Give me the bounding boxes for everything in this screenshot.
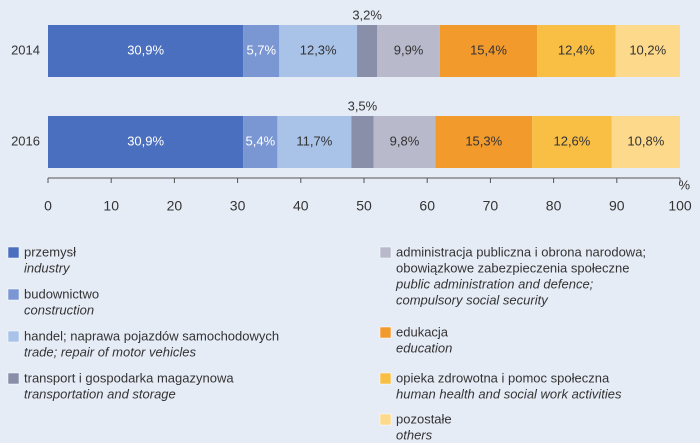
x-tick-label: 20 (167, 198, 183, 214)
bar-segment (615, 25, 680, 77)
x-tick-label: 30 (230, 198, 246, 214)
x-axis-label: % (678, 177, 690, 192)
category-label: 2016 (11, 133, 40, 148)
value-label: 5,7% (246, 42, 276, 57)
value-label: 3,2% (352, 7, 382, 22)
bar-segment (532, 116, 612, 168)
legend-label-en: construction (24, 302, 94, 317)
bar-segment (243, 25, 280, 77)
legend-label-en: trade; repair of motor vehicles (24, 344, 196, 359)
legend-swatch (7, 246, 20, 259)
bar-segment (277, 116, 352, 168)
value-label: 15,3% (465, 133, 502, 148)
legend-label: administracja publiczna i obrona narodow… (396, 244, 646, 259)
value-label: 12,6% (553, 133, 590, 148)
bar-segment (611, 116, 680, 168)
x-tick-label: 80 (546, 198, 562, 214)
value-label: 11,7% (296, 133, 332, 148)
legend-swatch (379, 326, 392, 339)
legend-label: handel; naprawa pojazdów samochodowych (24, 328, 279, 343)
legend-label-en: public administration and defence; (395, 276, 594, 291)
x-tick-label: 10 (103, 198, 119, 214)
legend-label: pozostałe (396, 411, 452, 426)
bar-segment (537, 25, 616, 77)
legend-swatch (379, 413, 392, 426)
bar-segment (279, 25, 358, 77)
x-tick-label: 90 (609, 198, 625, 214)
legend-label-en: others (396, 427, 433, 442)
value-label: 9,9% (394, 42, 424, 57)
legend-label-en: industry (24, 260, 71, 275)
value-label: 5,4% (246, 133, 276, 148)
legend-label: przemysł (24, 244, 76, 259)
legend-label: opieka zdrowotna i pomoc społeczna (396, 370, 610, 385)
legend-label: transport i gospodarka magazynowa (24, 370, 234, 385)
x-tick-label: 0 (44, 198, 52, 214)
x-tick-label: 40 (293, 198, 309, 214)
bar-segment (48, 25, 244, 77)
legend-label-en: transportation and storage (24, 386, 176, 401)
x-tick-label: 60 (419, 198, 435, 214)
legend-swatch (7, 288, 20, 301)
legend-label: obowiązkowe zabezpieczenia społeczne (396, 260, 629, 275)
bar-segment (439, 25, 538, 77)
legend-label-en: education (396, 340, 452, 355)
bar-segment (357, 25, 378, 77)
x-tick-label: 100 (668, 198, 692, 214)
bar-segment (243, 116, 278, 168)
legend-swatch (7, 330, 20, 343)
value-label: 12,3% (300, 42, 337, 57)
value-label: 10,2% (629, 42, 666, 57)
value-label: 30,9% (127, 133, 164, 148)
bar-segment (435, 116, 533, 168)
bar-segment (351, 116, 374, 168)
bar-segment (377, 25, 440, 77)
value-label: 30,9% (127, 42, 164, 57)
legend-label: budownictwo (24, 286, 99, 301)
value-label: 10,8% (627, 133, 664, 148)
category-label: 2014 (11, 42, 40, 57)
bar-segment (373, 116, 436, 168)
legend-swatch (7, 372, 20, 385)
value-label: 9,8% (390, 133, 420, 148)
legend-swatch (379, 246, 392, 259)
legend-label-en: compulsory social security (396, 292, 549, 307)
value-label: 3,5% (348, 98, 378, 113)
legend-swatch (379, 372, 392, 385)
value-label: 15,4% (470, 42, 507, 57)
x-tick-label: 70 (483, 198, 499, 214)
legend-label-en: human health and social work activities (396, 386, 622, 401)
value-label: 12,4% (558, 42, 595, 57)
bar-segment (48, 116, 244, 168)
legend-label: edukacja (396, 324, 449, 339)
x-tick-label: 50 (356, 198, 372, 214)
